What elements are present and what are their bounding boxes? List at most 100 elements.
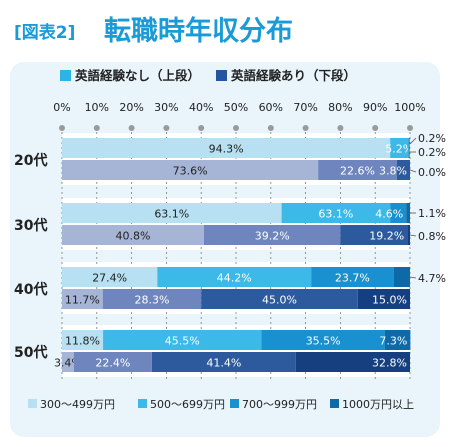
segment-legend-label: 300〜499万円 <box>40 398 115 411</box>
bar-segment <box>384 330 411 350</box>
x-tick-label: 10% <box>85 101 109 114</box>
bar-segment <box>103 330 262 350</box>
bar-legend-swatch <box>60 70 71 81</box>
bar-value-label: 11.8% <box>65 335 100 348</box>
segment-legend-label: 700〜999万円 <box>242 398 317 411</box>
x-tick-label: 80% <box>328 101 352 114</box>
bar-value-label: 22.4% <box>95 357 130 370</box>
bar-segment <box>151 352 296 372</box>
bar-segment <box>62 160 319 180</box>
bar-outside-label: 0.0% <box>418 166 446 179</box>
bar-segment <box>408 138 409 158</box>
bar-value-label: 28.3% <box>134 294 169 307</box>
x-tick-label: 20% <box>119 101 143 114</box>
bar-outside-label: 0.2% <box>418 146 446 159</box>
bar-segment <box>201 289 358 309</box>
bar-segment <box>357 289 410 309</box>
bar-value-label: 63.1% <box>154 208 189 221</box>
x-tick-label: 30% <box>154 101 178 114</box>
bar-segment <box>62 289 103 309</box>
segment-legend-label: 1000万円以上 <box>342 398 414 411</box>
x-tick-dot <box>302 125 309 131</box>
bar-value-label: 4.6% <box>375 208 403 221</box>
bar-value-label: 7.3% <box>379 335 407 348</box>
bar-legend: 英語経験なし（上段） 英語経験あり（下段） <box>60 68 356 83</box>
segment-legend-swatch <box>330 399 339 408</box>
segment-legend-swatch <box>28 399 37 408</box>
x-tick-dot <box>163 125 170 131</box>
bar-segment <box>407 225 410 245</box>
bar-value-label: 39.2% <box>255 230 290 243</box>
bar-value-label: 44.2% <box>217 272 252 285</box>
leader-line <box>409 137 417 145</box>
group-label: 20代 <box>14 152 47 169</box>
bars: 94.3% 5.2% 73.6% 22.6% 3.8% 63.1% 63.1% 4.6% 40.… <box>54 132 446 372</box>
x-tick-dot <box>198 125 205 131</box>
bar-segment <box>62 203 282 223</box>
x-tick-label: 40% <box>189 101 213 114</box>
bar-segment <box>62 352 74 372</box>
group-labels: 20代 30代 40代 50代 <box>14 152 47 361</box>
x-tick-label: 50% <box>224 101 248 114</box>
bar-segment <box>203 225 341 245</box>
bar-segment <box>261 330 385 350</box>
bar-value-label: 73.6% <box>173 165 208 178</box>
x-tick-dot <box>233 125 239 131</box>
figure-tag: [図表2] <box>14 22 75 43</box>
bar-value-label: 3.8% <box>379 165 407 178</box>
bar-value-label: 22.6% <box>340 165 375 178</box>
bar-value-label: 27.4% <box>92 272 127 285</box>
group-label: 40代 <box>14 281 47 298</box>
x-tick-dot <box>337 125 344 131</box>
bar-segment <box>396 160 410 180</box>
x-tick-dot <box>372 125 379 131</box>
segment-legend-swatch <box>138 399 147 408</box>
segment-legend-swatch <box>230 399 239 408</box>
bar-segment <box>311 267 394 287</box>
bar-legend-swatch <box>216 70 227 81</box>
bar-segment <box>390 138 409 158</box>
bar-outside-label: 1.1% <box>418 207 446 220</box>
x-tick-label: 100% <box>394 101 425 114</box>
x-tick-label: 70% <box>293 101 317 114</box>
bar-segment <box>157 267 312 287</box>
bar-value-label: 32.8% <box>372 357 407 370</box>
chart-title: 転職時年収分布 <box>104 15 293 47</box>
bar-value-label: 5.2% <box>385 143 413 156</box>
bar-segment <box>73 352 152 372</box>
bar-outside-label: 0.8% <box>418 230 446 243</box>
bar-outside-label: 0.2% <box>418 132 446 145</box>
x-tick-dot <box>407 125 413 131</box>
bar-segment <box>393 267 410 287</box>
leader-line <box>409 234 417 237</box>
group-label: 50代 <box>14 344 47 361</box>
bar-value-label: 35.5% <box>306 335 341 348</box>
bar-segment <box>406 203 410 223</box>
bar-value-label: 45.0% <box>262 294 297 307</box>
bar-value-label: 41.4% <box>206 357 241 370</box>
bar-value-label: 11.7% <box>65 294 100 307</box>
bar-value-label: 15.0% <box>372 294 407 307</box>
leader-line <box>409 169 417 173</box>
bar-legend-label: 英語経験あり（下段） <box>231 68 356 83</box>
group-label: 30代 <box>14 217 47 234</box>
bar-value-label: 23.7% <box>335 272 370 285</box>
bar-legend-label: 英語経験なし（上段） <box>75 68 200 83</box>
bar-value-label: 63.1% <box>318 208 353 221</box>
bar-segment <box>62 330 104 350</box>
bar-value-label: 45.5% <box>165 335 200 348</box>
x-tick-dot <box>93 125 100 131</box>
bar-segment <box>318 160 397 180</box>
bar-value-label: 19.2% <box>369 230 404 243</box>
bar-segment <box>62 267 158 287</box>
bar-segment <box>62 138 391 158</box>
x-tick-dot <box>128 125 135 131</box>
bar-segment <box>295 352 410 372</box>
bar-segment <box>102 289 202 309</box>
x-axis: 0% 10% 20% 30% 40% 50% 60% 70% 80% 90% 100% <box>53 101 426 131</box>
segment-legend: 300〜499万円 500〜699万円 700〜999万円 1000万円以上 <box>28 398 414 411</box>
bar-segment <box>62 225 204 245</box>
bar-value-label: 40.8% <box>116 230 151 243</box>
bar-segment <box>281 203 391 223</box>
